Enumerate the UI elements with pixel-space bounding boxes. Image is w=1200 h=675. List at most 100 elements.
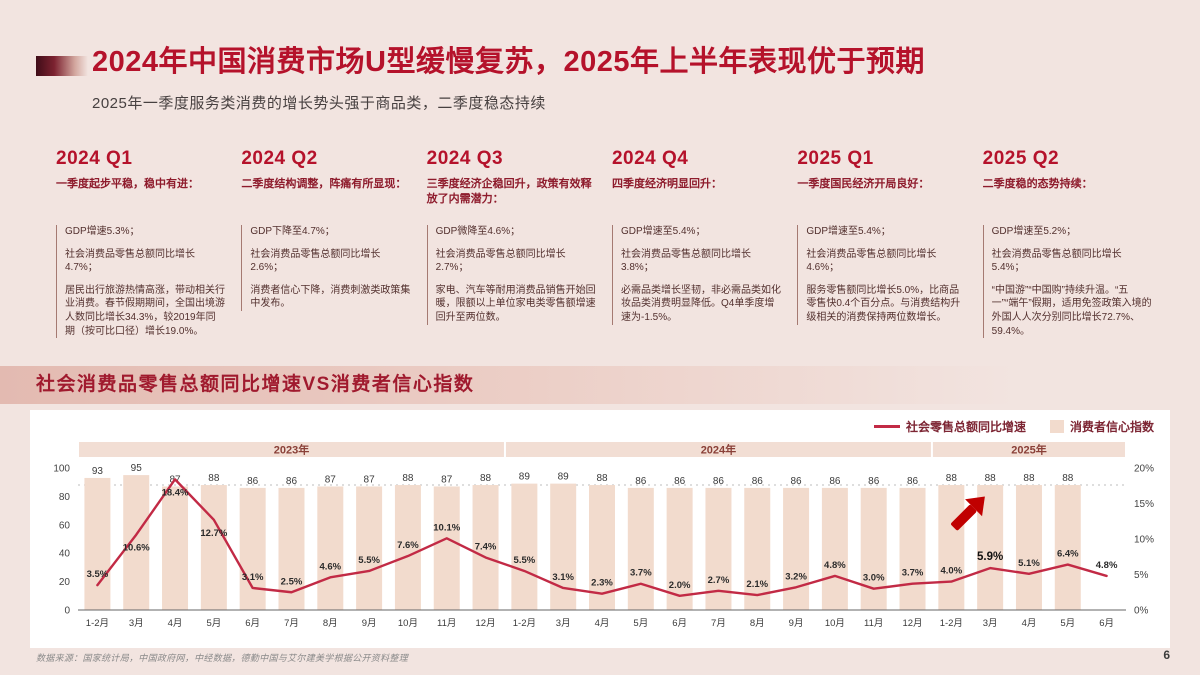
bar-value-label: 88 [402, 473, 414, 484]
quarter-bullet-item: GDP增速5.3%； [65, 226, 140, 237]
bar [666, 487, 693, 610]
bar [239, 487, 266, 610]
right-axis-tick: 20% [1134, 464, 1154, 475]
slide-title: 2024年中国消费市场U型缓慢复苏，2025年上半年表现优于预期 [92, 46, 925, 78]
quarter-items: GDP增速至5.4%； 社会消费品零售总额同比增长3.8%； 必需品类增长坚韧，非必… [611, 225, 781, 325]
bar-swatch-icon [1049, 420, 1064, 433]
slide-subtitle: 2025年一季度服务类消费的增长势头强于商品类，二季度稳态持续 [92, 95, 546, 112]
chart-section-header: 社会消费品零售总额同比增速VS消费者信心指数 [0, 366, 1200, 404]
year-band-label: 2025年 [1011, 443, 1046, 457]
bar-value-label: 89 [519, 472, 531, 483]
bar-value-label: 95 [131, 463, 143, 474]
data-source-note: 数据来源：国家统计局，中国政府网，中经数据，德勤中国与艾尔建美学根据公开资料整理 [36, 653, 409, 663]
quarter-label: 2024 Q3 [426, 148, 504, 169]
quarter-bullet-item: 社会消费品零售总额同比增长4.7%； [65, 248, 195, 274]
bar-value-label: 86 [674, 476, 686, 487]
x-axis-label: 5月 [633, 618, 648, 629]
x-axis-label: 10月 [825, 618, 845, 629]
x-axis-label: 11月 [437, 618, 456, 629]
bar-value-label: 86 [868, 476, 880, 487]
x-axis-label: 1-2月 [86, 618, 109, 629]
bar [744, 487, 771, 610]
left-axis-tick: 40 [59, 549, 71, 560]
bar-value-label: 88 [1062, 473, 1074, 484]
bar [123, 475, 150, 610]
bar [511, 483, 538, 610]
line-value-label: 2.0% [669, 580, 691, 591]
bar [899, 487, 926, 610]
line-value-label: 10.6% [123, 543, 150, 554]
bar [394, 485, 421, 610]
quarter-column: 2025 Q2 二季度稳的态势持续： GDP增速至5.2%； 社会消费品零售总额同… [982, 148, 1152, 339]
right-axis-tick: 5% [1134, 570, 1149, 581]
x-axis-label: 4月 [1022, 618, 1037, 629]
line-value-label: 3.5% [87, 569, 109, 580]
quarter-column: 2025 Q1 一季度国民经济开局良好： GDP增速至5.4%； 社会消费品零售总… [797, 148, 966, 338]
legend-item-line: 社会零售总额同比增速 [873, 418, 1026, 435]
quarter-headline: 四季度经济明显回升： [611, 178, 722, 190]
left-axis-tick: 60 [59, 520, 71, 531]
bar-value-label: 93 [92, 466, 104, 477]
quarter-items: GDP增速5.3%； 社会消费品零售总额同比增长4.7%； 居民出行旅游热情高涨，带… [56, 225, 225, 339]
bar-value-label: 86 [247, 476, 259, 487]
right-axis-tick: 10% [1134, 535, 1154, 546]
quarter-bullet-item: 消费者信心下降，消费刺激类政策集中发布。 [250, 284, 411, 310]
legend-label-bar: 消费者信心指数 [1069, 420, 1154, 434]
line-value-label: 7.4% [475, 541, 497, 552]
quarter-items: GDP增速至5.2%； 社会消费品零售总额同比增长5.4%； “中国游”“中国购”持… [982, 225, 1152, 339]
title-accent-bar [36, 56, 88, 76]
line-value-label: 4.8% [824, 560, 846, 571]
x-axis-label: 9月 [362, 618, 377, 629]
bar [860, 487, 887, 610]
year-band-label: 2024年 [701, 443, 736, 457]
x-axis-label: 5月 [206, 618, 221, 629]
line-value-label: 6.4% [1057, 549, 1079, 560]
line-value-label: 3.7% [630, 568, 652, 579]
quarter-bullet-item: 社会消费品零售总额同比增长2.7%； [435, 248, 566, 274]
bar-value-label: 87 [441, 474, 453, 485]
quarter-column: 2024 Q4 四季度经济明显回升： GDP增速至5.4%； 社会消费品零售总额同… [611, 148, 781, 338]
x-axis-label: 3月 [129, 618, 144, 629]
x-axis-label: 1-2月 [513, 618, 536, 629]
bar-value-label: 88 [1023, 473, 1035, 484]
quarter-items: GDP下降至4.7%； 社会消费品零售总额同比增长2.6%； 消费者信心下降，消费刺… [241, 225, 410, 311]
bar [84, 477, 111, 610]
left-axis-tick: 100 [53, 464, 70, 475]
left-axis-tick: 0 [64, 606, 70, 617]
bar [1054, 485, 1081, 610]
quarter-columns: 2024 Q1 一季度起步平稳，稳中有进： GDP增速5.3%； 社会消费品零售总… [56, 148, 1152, 339]
line-value-label: 2.1% [746, 579, 768, 590]
quarter-items: GDP增速至5.4%； 社会消费品零售总额同比增长4.6%； 服务零售额同比增长5.… [797, 225, 966, 325]
quarter-items: GDP微降至4.6%； 社会消费品零售总额同比增长2.7%； 家电、汽车等耐用消费品… [426, 225, 596, 325]
bar [1015, 485, 1042, 610]
line-value-label: 3.1% [242, 572, 264, 583]
bar-value-label: 86 [829, 476, 841, 487]
left-axis-tick: 80 [59, 492, 71, 503]
chart-legend: 社会零售总额同比增速 消费者信心指数 [873, 418, 1154, 435]
line-value-label: 2.5% [281, 576, 303, 587]
x-axis-label: 4月 [168, 618, 183, 629]
line-value-label: 4.8% [1096, 560, 1118, 571]
line-value-label: 2.7% [708, 575, 730, 586]
line-value-label: 3.0% [863, 573, 885, 584]
legend-item-bar: 消费者信心指数 [1049, 418, 1154, 435]
line-series [96, 478, 1108, 598]
year-band [505, 442, 931, 457]
bar-value-label: 86 [791, 476, 803, 487]
quarter-bullet-item: GDP微降至4.6%； [435, 226, 521, 237]
line-value-label: 4.6% [319, 561, 341, 572]
line-value-label: 3.7% [902, 568, 924, 579]
x-axis-label: 3月 [556, 618, 571, 629]
quarter-bullet-item: 社会消费品零售总额同比增长2.6%； [250, 248, 381, 274]
bar-value-label: 88 [946, 473, 958, 484]
x-axis-label: 6月 [1099, 618, 1114, 629]
quarter-bullet-item: 家电、汽车等耐用消费品销售开始回暖，限额以上单位家电类零售额增速回升至两位数。 [435, 284, 596, 323]
legend-label-line: 社会零售总额同比增速 [905, 420, 1026, 434]
x-axis-label: 8月 [323, 618, 338, 629]
bar [589, 485, 615, 610]
quarter-bullet-item: 社会消费品零售总额同比增长5.4%； [991, 248, 1122, 274]
quarter-bullet-item: GDP增速至5.4%； [806, 226, 891, 237]
line-value-label: 5.9% [977, 551, 1003, 563]
bar-value-label: 86 [907, 476, 919, 487]
